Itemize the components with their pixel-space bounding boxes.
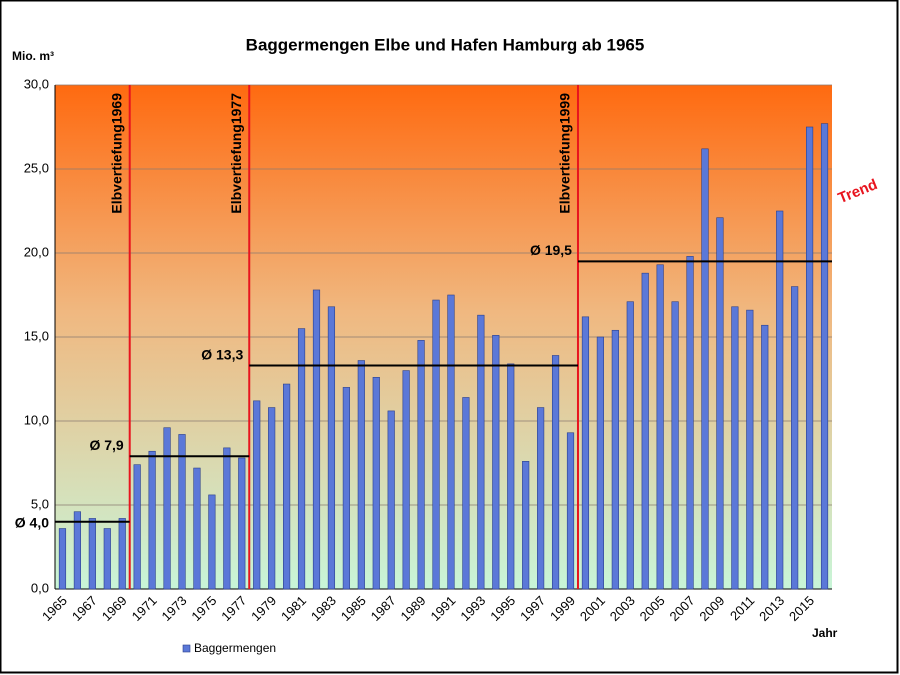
bar bbox=[268, 407, 276, 590]
bar bbox=[372, 377, 380, 590]
bar bbox=[671, 301, 679, 590]
bar bbox=[357, 360, 365, 590]
bar bbox=[297, 328, 306, 590]
bar bbox=[88, 518, 96, 590]
bar bbox=[791, 286, 799, 590]
bar bbox=[283, 383, 291, 590]
bar bbox=[73, 511, 82, 590]
bar bbox=[118, 518, 126, 590]
bar bbox=[805, 126, 814, 590]
bar bbox=[507, 363, 515, 590]
bar bbox=[148, 450, 156, 590]
bar bbox=[417, 340, 425, 590]
bar bbox=[746, 309, 754, 590]
bar bbox=[342, 387, 350, 590]
bar bbox=[761, 324, 769, 590]
bar bbox=[566, 432, 575, 590]
chart-title: Baggermengen Elbe und Hafen Hamburg ab 1… bbox=[246, 35, 645, 54]
plot: 0,05,010,015,020,025,030,019651967196919… bbox=[15, 76, 832, 655]
y-axis-label: Mio. m³ bbox=[12, 49, 54, 63]
bar bbox=[447, 294, 455, 590]
bar bbox=[312, 289, 321, 590]
bar bbox=[611, 329, 619, 590]
bar bbox=[641, 272, 649, 590]
bar bbox=[656, 264, 664, 590]
y-tick-label: 15,0 bbox=[24, 328, 49, 343]
marker-label: Elbvertiefung1969 bbox=[108, 93, 124, 214]
average-label: Ø 13,3 bbox=[201, 346, 243, 362]
marker-label: Elbvertiefung1977 bbox=[228, 93, 244, 214]
legend-label: Baggermengen bbox=[194, 641, 276, 655]
bar bbox=[103, 528, 111, 590]
bar bbox=[820, 123, 829, 590]
bar bbox=[701, 148, 709, 590]
legend-swatch bbox=[182, 644, 191, 653]
bar bbox=[432, 299, 440, 590]
bar bbox=[581, 316, 590, 590]
bar bbox=[477, 314, 485, 590]
bar bbox=[551, 355, 560, 590]
bar bbox=[402, 370, 410, 590]
average-label: Ø 19,5 bbox=[530, 242, 572, 258]
bar bbox=[253, 400, 261, 590]
bar bbox=[387, 410, 395, 590]
y-tick-label: 25,0 bbox=[24, 160, 49, 175]
bar bbox=[596, 336, 604, 590]
bar bbox=[492, 335, 500, 590]
bar bbox=[208, 494, 216, 590]
bar bbox=[223, 447, 231, 590]
bar bbox=[58, 528, 67, 590]
bar bbox=[238, 457, 246, 590]
marker-label: Elbvertiefung1999 bbox=[557, 93, 573, 214]
bar bbox=[716, 217, 724, 590]
y-tick-label: 5,0 bbox=[31, 496, 49, 511]
y-tick-label: 30,0 bbox=[24, 76, 49, 91]
bar bbox=[537, 407, 545, 590]
bar bbox=[327, 306, 336, 590]
x-axis-label: Jahr bbox=[812, 626, 838, 640]
bar bbox=[178, 434, 186, 590]
y-tick-label: 20,0 bbox=[24, 244, 49, 259]
y-tick-label: 10,0 bbox=[24, 412, 49, 427]
y-tick-label: 0,0 bbox=[31, 580, 49, 595]
bar bbox=[776, 210, 784, 590]
bar bbox=[133, 464, 141, 590]
average-label: Ø 7,9 bbox=[89, 437, 123, 453]
bar bbox=[731, 306, 739, 590]
bar bbox=[686, 256, 694, 590]
bar bbox=[626, 301, 634, 590]
bar bbox=[193, 467, 201, 590]
bar bbox=[163, 427, 171, 590]
average-label: Ø 4,0 bbox=[15, 515, 49, 531]
bar bbox=[522, 461, 530, 590]
bar bbox=[462, 397, 470, 590]
